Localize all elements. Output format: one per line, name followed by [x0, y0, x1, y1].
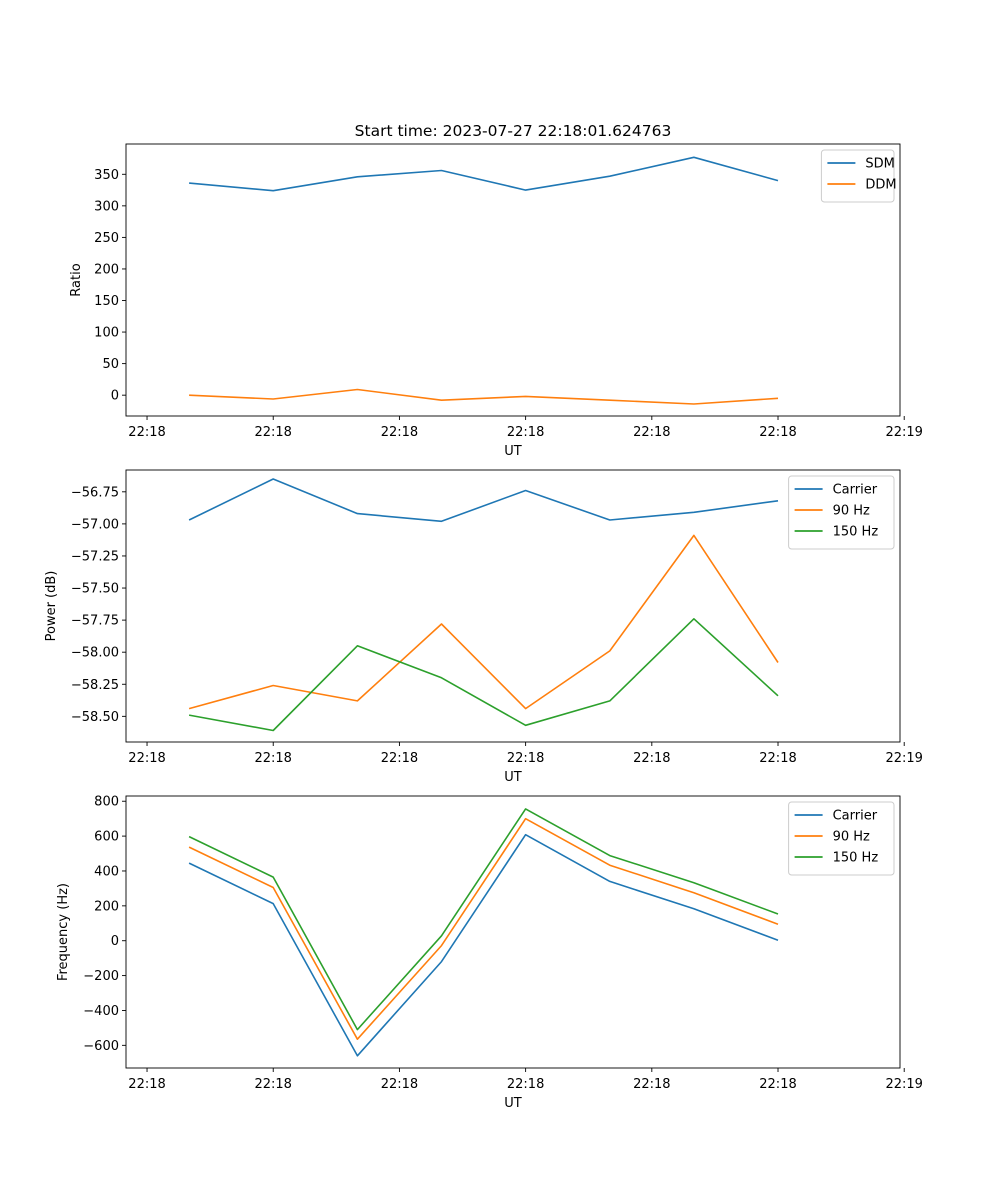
x-axis-label: UT [504, 444, 522, 459]
series-line-150-hz [188, 808, 779, 1031]
legend: Carrier 90 Hz 150 Hz [788, 801, 895, 876]
legend-label: DDM [865, 178, 896, 193]
series-line-90-hz [188, 534, 779, 710]
y-tick-label: −600 [83, 1039, 119, 1054]
y-tick-label: −57.00 [71, 517, 119, 532]
y-axis-label: Power (dB) [44, 571, 59, 642]
y-tick-label: −58.00 [71, 646, 119, 661]
x-tick-label: 22:18 [507, 1077, 544, 1092]
y-tick-label: 200 [94, 262, 119, 277]
chart-panel-1: 22:18 22:18 22:18 22:18 22:18 22:18 22:19 0 50 10… [69, 122, 923, 459]
x-tick-label: 22:19 [885, 1077, 922, 1092]
y-tick-label: 800 [94, 795, 119, 810]
legend-label: Carrier [833, 809, 878, 824]
plot-frame [125, 795, 901, 1069]
plot-area [126, 144, 900, 416]
y-tick-label: 100 [94, 326, 119, 341]
x-tick-label: 22:18 [633, 425, 670, 440]
x-tick-label: 22:18 [507, 751, 544, 766]
x-tick-label: 22:18 [381, 751, 418, 766]
y-tick-label: −57.50 [71, 582, 119, 597]
series-line-carrier [188, 833, 779, 1057]
y-tick-label: 150 [94, 294, 119, 309]
y-tick-label: −400 [83, 1004, 119, 1019]
series-line-90-hz [188, 817, 779, 1040]
x-tick-label: 22:18 [507, 425, 544, 440]
x-tick-label: 22:18 [381, 1077, 418, 1092]
y-tick-label: 400 [94, 864, 119, 879]
x-tick-label: 22:18 [128, 751, 165, 766]
chart-panel-2: 22:18 22:18 22:18 22:18 22:18 22:18 22:19 −58.5… [44, 469, 923, 785]
x-tick-label: 22:18 [633, 751, 670, 766]
plot-area [126, 470, 900, 742]
y-tick-label: 250 [94, 231, 119, 246]
x-tick-label: 22:19 [885, 425, 922, 440]
series-line-ddm [189, 388, 779, 405]
legend-label: 150 Hz [833, 851, 879, 866]
y-tick-label: 0 [111, 934, 119, 949]
x-tick-label: 22:18 [759, 425, 796, 440]
x-axis-label: UT [504, 770, 522, 785]
x-tick-label: 22:18 [633, 1077, 670, 1092]
y-tick-label: 200 [94, 899, 119, 914]
x-tick-label: 22:18 [381, 425, 418, 440]
series-line-sdm [189, 156, 779, 192]
series-line-carrier [188, 478, 779, 523]
y-tick-label: −58.50 [71, 710, 119, 725]
y-tick-label: 50 [102, 357, 119, 372]
plot-frame [125, 143, 901, 417]
legend-label: SDM [865, 157, 894, 172]
x-tick-label: 22:18 [759, 751, 796, 766]
legend-label: 90 Hz [833, 830, 870, 845]
x-tick-label: 22:18 [254, 425, 291, 440]
y-axis-label: Ratio [69, 263, 84, 296]
legend: SDM DDM [820, 149, 897, 203]
plot-area [126, 796, 900, 1068]
legend-label: 150 Hz [833, 525, 879, 540]
series-line-150-hz [188, 617, 779, 732]
x-tick-label: 22:19 [885, 751, 922, 766]
y-tick-label: −57.25 [71, 549, 119, 564]
legend: Carrier 90 Hz 150 Hz [788, 475, 895, 550]
y-tick-label: 600 [94, 830, 119, 845]
chart-panel-3: 22:18 22:18 22:18 22:18 22:18 22:18 22:19 −600 −… [56, 795, 923, 1111]
y-tick-label: 0 [111, 389, 119, 404]
y-tick-label: −56.75 [71, 485, 119, 500]
x-axis-label: UT [504, 1096, 522, 1111]
x-tick-label: 22:18 [254, 1077, 291, 1092]
y-tick-label: −57.75 [71, 614, 119, 629]
y-tick-label: 350 [94, 168, 119, 183]
x-tick-label: 22:18 [759, 1077, 796, 1092]
y-tick-label: −58.25 [71, 678, 119, 693]
legend-label: Carrier [833, 483, 878, 498]
y-tick-label: 300 [94, 199, 119, 214]
x-tick-label: 22:18 [128, 425, 165, 440]
plot-frame [125, 469, 901, 743]
x-tick-label: 22:18 [254, 751, 291, 766]
y-axis-label: Frequency (Hz) [56, 883, 71, 981]
x-tick-label: 22:18 [128, 1077, 165, 1092]
chart-title: Start time: 2023-07-27 22:18:01.624763 [355, 122, 672, 140]
legend-label: 90 Hz [833, 504, 870, 519]
y-tick-label: −200 [83, 969, 119, 984]
